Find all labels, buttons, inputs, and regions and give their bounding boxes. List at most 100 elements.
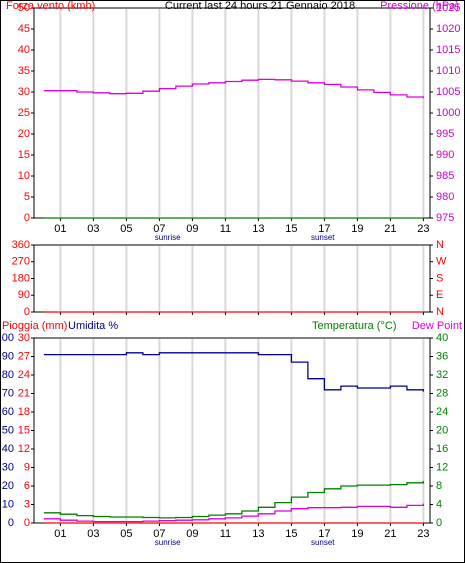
y-tick-label: 1005	[436, 86, 460, 98]
y-tick-label: 6	[24, 480, 30, 492]
y2-axis-title: Temperatura (°C)	[312, 320, 396, 332]
y-tick-label: N	[436, 306, 444, 318]
plot-area	[33, 7, 431, 219]
x-tick-label: 11	[220, 528, 231, 540]
y-tick-label: 1010	[436, 65, 460, 77]
annotation: sunrise	[155, 233, 181, 242]
y-tick-label: 24	[436, 406, 448, 418]
y-tick-label: 985	[436, 170, 454, 182]
y-tick-label: 32	[436, 369, 448, 381]
x-tick-label: 17	[318, 528, 330, 540]
x-tick-label: 13	[252, 528, 264, 540]
x-tick-label: 21	[384, 223, 396, 235]
y-tick-label: 25	[18, 107, 30, 119]
x-tick-label: 03	[87, 223, 99, 235]
y-tick-label: 35	[18, 65, 30, 77]
y-tick-label: 1000	[436, 107, 460, 119]
y-tick-label: 24	[18, 369, 30, 381]
x-tick-label: 05	[120, 528, 132, 540]
y-tick-label: 15	[18, 149, 30, 161]
y-tick-label: 27	[18, 350, 30, 362]
y-tick-label: 18	[18, 406, 30, 418]
y-tick-label: 90	[2, 350, 14, 362]
y-tick-label: 0	[436, 517, 442, 529]
y-tick-label: 90	[18, 289, 30, 301]
plot-area	[33, 337, 431, 524]
x-tick-label: 13	[252, 223, 264, 235]
x-tick-label: 21	[384, 528, 396, 540]
series-line	[43, 352, 425, 392]
y-tick-label: 36	[436, 350, 448, 362]
y3-axis-title: Pioggia (mm)	[2, 320, 67, 332]
y-tick-label: 20	[2, 480, 14, 492]
y-tick-label: 15	[18, 424, 30, 436]
y-tick-label: 0	[24, 306, 30, 318]
x-tick-label: 03	[87, 528, 99, 540]
y-tick-label: 100	[0, 332, 14, 344]
x-tick-label: 07	[153, 528, 165, 540]
y-axis-title: Forza vento (kmh)	[6, 0, 95, 12]
y-tick-label: 45	[18, 23, 30, 35]
x-tick-label: 19	[351, 223, 363, 235]
x-tick-label: 15	[285, 528, 297, 540]
y-tick-label: 360	[12, 239, 30, 251]
y-tick-label: 70	[2, 387, 14, 399]
y-tick-label: 9	[24, 461, 30, 473]
y-tick-label: 30	[18, 86, 30, 98]
y-tick-label: 990	[436, 149, 454, 161]
x-tick-label: 01	[54, 223, 66, 235]
y-tick-label: 40	[2, 443, 14, 455]
chart-title: Current last 24 hours 21 Gennaio 2018	[165, 0, 355, 12]
y-tick-label: 21	[18, 387, 30, 399]
y2b-axis-title: Dew Point	[412, 320, 462, 332]
y-tick-label: 12	[436, 461, 448, 473]
y-axis-title: Umidita %	[68, 320, 118, 332]
x-tick-label: 23	[417, 223, 429, 235]
x-tick-label: 11	[220, 223, 231, 235]
x-tick-label: 07	[153, 223, 165, 235]
x-tick-label: 01	[54, 528, 66, 540]
y-tick-label: S	[436, 272, 443, 284]
y-tick-label: E	[436, 289, 443, 301]
x-tick-label: 23	[417, 528, 429, 540]
y-tick-label: 60	[2, 406, 14, 418]
y-tick-label: 4	[436, 498, 442, 510]
y-tick-label: 975	[436, 212, 454, 224]
y-tick-label: 12	[18, 443, 30, 455]
series-line	[43, 503, 425, 523]
y-tick-label: 80	[2, 369, 14, 381]
y-tick-label: 16	[436, 443, 448, 455]
y-tick-label: 1015	[436, 44, 460, 56]
y-tick-label: 3	[24, 498, 30, 510]
y-tick-label: N	[436, 239, 444, 251]
y-tick-label: 1025	[436, 2, 460, 14]
x-tick-label: 15	[285, 223, 297, 235]
y-tick-label: 10	[18, 170, 30, 182]
y-tick-label: W	[436, 256, 447, 268]
x-tick-label: 09	[186, 223, 198, 235]
annotation: sunrise	[155, 538, 181, 547]
y-tick-label: 180	[12, 272, 30, 284]
y-tick-label: 28	[436, 387, 448, 399]
y-tick-label: 20	[18, 128, 30, 140]
series-line	[43, 480, 425, 519]
y2-axis-title: Pressione (hPa)	[380, 0, 459, 12]
y-tick-label: 30	[18, 332, 30, 344]
annotation: sunset	[311, 233, 335, 242]
x-tick-label: 09	[186, 528, 198, 540]
y-tick-label: 0	[24, 517, 30, 529]
y-tick-label: 40	[436, 332, 448, 344]
y-tick-label: 0	[8, 517, 14, 529]
y-tick-label: 30	[2, 461, 14, 473]
series-line	[43, 78, 425, 99]
y-tick-label: 0	[24, 212, 30, 224]
annotation: sunset	[311, 538, 335, 547]
x-tick-label: 17	[318, 223, 330, 235]
y-tick-label: 50	[18, 2, 30, 14]
y-tick-label: 995	[436, 128, 454, 140]
plot-area	[33, 244, 431, 313]
y-tick-label: 40	[18, 44, 30, 56]
y-tick-label: 50	[2, 424, 14, 436]
y-tick-label: 1020	[436, 23, 460, 35]
